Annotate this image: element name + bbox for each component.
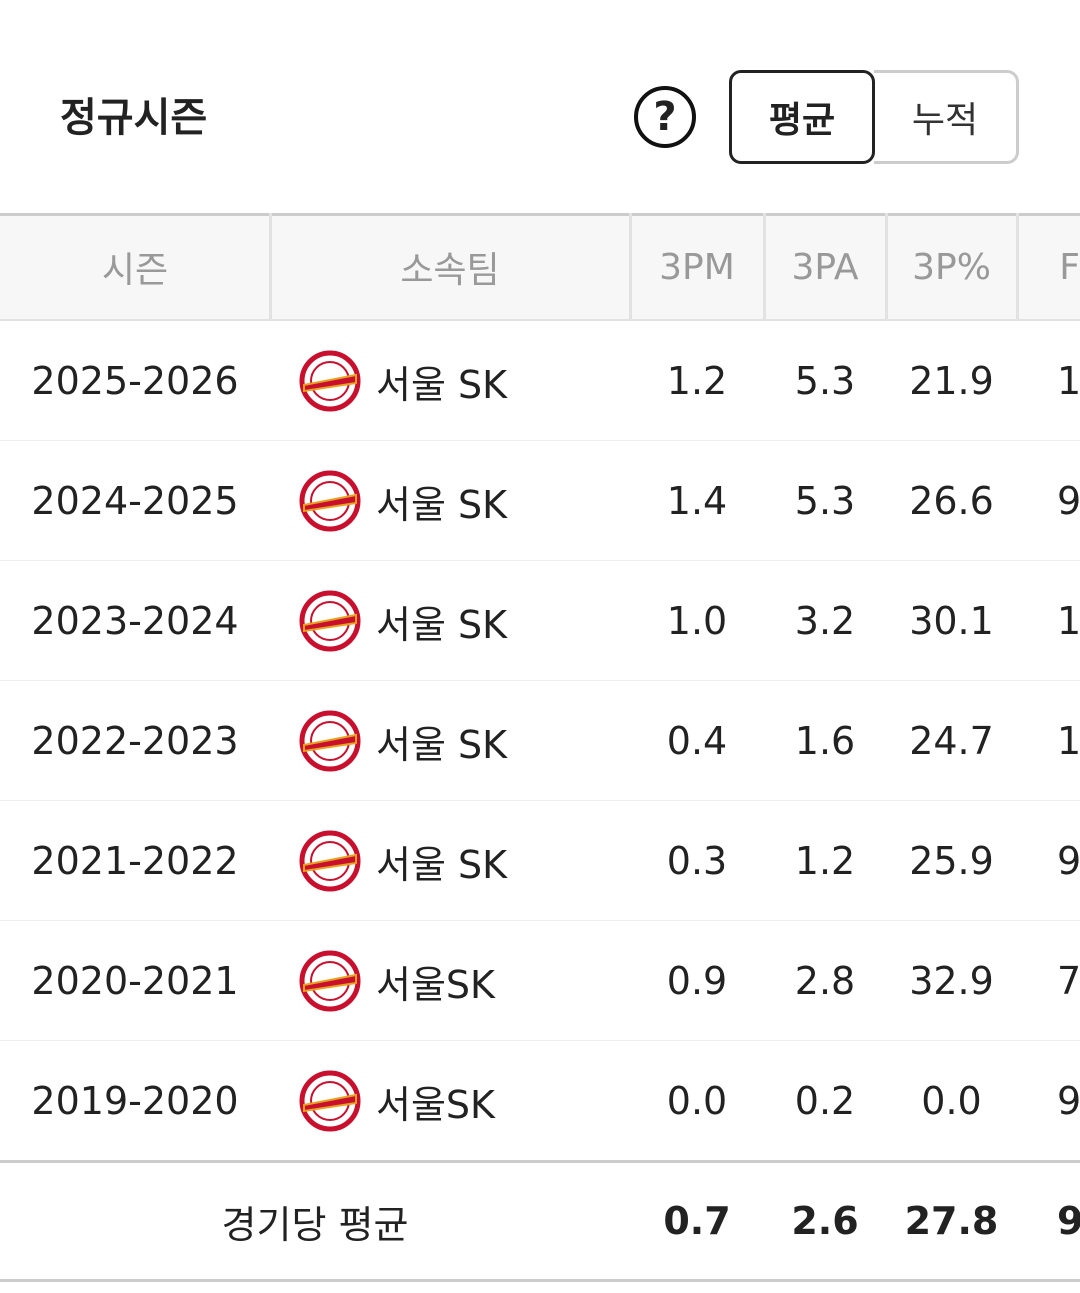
- team-name: 서울 SK: [376, 482, 508, 527]
- season: 2025-2026: [31, 359, 239, 403]
- row-divider: [0, 800, 1080, 801]
- stat-value: 21.9: [909, 359, 994, 403]
- footer-value: 9: [1057, 1199, 1080, 1243]
- season: 2021-2022: [31, 839, 239, 883]
- column-divider: [629, 213, 632, 321]
- toggle-average[interactable]: 평균: [729, 70, 875, 164]
- stat-value: 0.3: [666, 839, 728, 883]
- team-name: 서울 SK: [376, 722, 508, 767]
- stat-value: 0.0: [666, 1079, 728, 1123]
- stat-value: 30.1: [909, 599, 994, 643]
- team-logo: [299, 1070, 361, 1132]
- stat-value: 1.4: [666, 479, 728, 523]
- footer-bottom-border: [0, 1279, 1080, 1282]
- team-logo: [299, 590, 361, 652]
- stat-value: 0.4: [666, 719, 728, 763]
- stat-value: 2.8: [794, 959, 856, 1003]
- stat-value: 10: [1057, 599, 1080, 643]
- season: 2020-2021: [31, 959, 239, 1003]
- row-divider: [0, 920, 1080, 921]
- season: 2023-2024: [31, 599, 239, 643]
- team-cell: 서울 SK: [298, 441, 507, 561]
- stat-value: 10: [1057, 719, 1080, 763]
- season: 2022-2023: [31, 719, 239, 763]
- column-header: 시즌: [101, 250, 169, 291]
- column-divider: [1016, 213, 1019, 321]
- team-cell: 서울 SK: [298, 321, 507, 441]
- stat-value: 1.6: [794, 719, 856, 763]
- stat-value: 3.2: [794, 599, 856, 643]
- stat-value: 24.7: [909, 719, 994, 763]
- column-header: FG: [1059, 246, 1080, 288]
- team-cell: 서울SK: [298, 1041, 495, 1161]
- stat-value: 0.2: [794, 1079, 856, 1123]
- team-cell: 서울 SK: [298, 801, 507, 921]
- row-divider: [0, 440, 1080, 441]
- season: 2024-2025: [31, 479, 239, 523]
- stat-value: 32.9: [909, 959, 994, 1003]
- stat-value: 7: [1057, 959, 1080, 1003]
- help-button[interactable]: ?: [634, 86, 696, 148]
- team-name: 서울SK: [376, 962, 495, 1007]
- team-logo: [299, 710, 361, 772]
- stat-value: 9: [1057, 479, 1080, 523]
- row-divider: [0, 1040, 1080, 1041]
- column-header: 소속팀: [400, 250, 500, 291]
- team-cell: 서울SK: [298, 921, 495, 1041]
- footer-top-border: [0, 1160, 1080, 1163]
- header-row: [0, 213, 1080, 321]
- footer-value: 0.7: [663, 1199, 731, 1243]
- stat-value: 12: [1057, 359, 1080, 403]
- team-cell: 서울 SK: [298, 681, 507, 801]
- section-title: 정규시즌: [60, 95, 208, 141]
- team-logo: [299, 950, 361, 1012]
- stat-value: 9: [1057, 839, 1080, 883]
- footer-value: 27.8: [904, 1199, 999, 1243]
- row-divider: [0, 680, 1080, 681]
- column-divider: [269, 213, 272, 321]
- column-divider: [885, 213, 888, 321]
- team-name: 서울 SK: [376, 602, 508, 647]
- team-name: 서울 SK: [376, 842, 508, 887]
- team-name: 서울 SK: [376, 362, 508, 407]
- footer-value: 2.6: [791, 1199, 859, 1243]
- column-header: 3P%: [912, 246, 991, 288]
- team-logo: [299, 350, 361, 412]
- stat-value: 1.2: [794, 839, 856, 883]
- column-header: 3PA: [791, 246, 859, 288]
- stat-value: 1.0: [666, 599, 728, 643]
- stat-value: 25.9: [909, 839, 994, 883]
- team-cell: 서울 SK: [298, 561, 507, 681]
- stats-table: 시즌 소속팀 3PM 3PA 3P% FG 2025-2026 서울 SK 1.2 5.3 21.9…: [0, 213, 1080, 1293]
- stat-value: 1.2: [666, 359, 728, 403]
- stat-value: 9: [1057, 1079, 1080, 1123]
- footer-label: 경기당 평균: [221, 1202, 409, 1247]
- stat-value: 26.6: [909, 479, 994, 523]
- stat-value: 0.0: [921, 1079, 982, 1123]
- team-logo: [299, 470, 361, 532]
- stat-value: 5.3: [794, 479, 856, 523]
- toggle-total[interactable]: 누적: [874, 70, 1019, 164]
- team-logo: [299, 830, 361, 892]
- season: 2019-2020: [31, 1079, 239, 1123]
- stat-value: 0.9: [666, 959, 728, 1003]
- stat-value: 5.3: [794, 359, 856, 403]
- row-divider: [0, 560, 1080, 561]
- column-header: 3PM: [659, 246, 735, 288]
- column-divider: [763, 213, 766, 321]
- team-name: 서울SK: [376, 1082, 495, 1127]
